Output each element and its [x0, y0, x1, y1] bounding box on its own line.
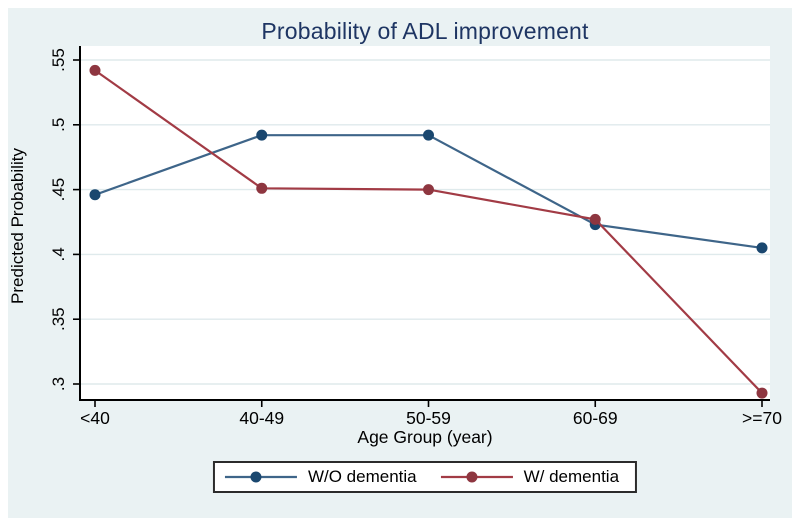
- x-axis-title: Age Group (year): [357, 427, 493, 447]
- legend-entry-wo-dementia: W/O dementia: [223, 467, 417, 487]
- chart-title: Probability of ADL improvement: [261, 18, 589, 44]
- legend: W/O dementia W/ dementia: [212, 461, 638, 493]
- legend-label: W/O dementia: [307, 467, 417, 486]
- svg-text:60-69: 60-69: [573, 408, 618, 428]
- line-marker-icon: [224, 471, 297, 483]
- svg-text:.55: .55: [49, 48, 68, 72]
- svg-text:.3: .3: [49, 377, 68, 391]
- y-axis-title: Predicted Probability: [8, 148, 27, 304]
- legend-entry-w-dementia: W/ dementia: [439, 467, 619, 487]
- svg-text:.4: .4: [49, 247, 68, 261]
- line-marker-icon: [440, 471, 513, 483]
- svg-text:40-49: 40-49: [239, 408, 284, 428]
- svg-text:<40: <40: [80, 408, 110, 428]
- svg-text:>=70: >=70: [742, 408, 782, 428]
- legend-label: W/ dementia: [523, 467, 620, 486]
- svg-text:.45: .45: [49, 178, 68, 202]
- svg-text:.35: .35: [49, 307, 68, 331]
- svg-text:50-59: 50-59: [406, 408, 451, 428]
- svg-text:.5: .5: [49, 118, 68, 132]
